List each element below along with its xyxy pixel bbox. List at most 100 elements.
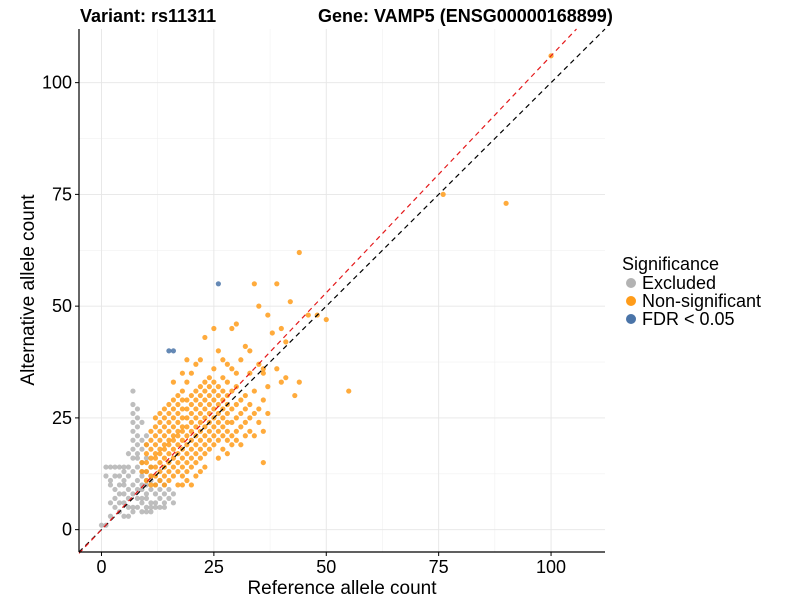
point-non-significant — [157, 477, 163, 484]
point-excluded — [161, 504, 168, 510]
point-excluded — [130, 437, 136, 443]
point-non-significant — [179, 455, 186, 461]
point-non-significant — [247, 415, 253, 421]
point-non-significant — [247, 428, 253, 434]
point-non-significant — [166, 410, 172, 417]
point-non-significant — [152, 433, 159, 439]
chart-title-variant: Variant: rs11311 — [80, 6, 216, 26]
point-excluded — [112, 495, 118, 501]
point-excluded — [148, 504, 154, 510]
point-non-significant — [166, 451, 172, 457]
point-non-significant — [152, 424, 159, 430]
point-non-significant — [184, 477, 190, 484]
point-excluded — [134, 451, 141, 457]
point-non-significant — [215, 348, 221, 354]
point-non-significant — [166, 477, 172, 484]
point-excluded — [152, 500, 159, 506]
x-tick-label: 100 — [536, 557, 566, 577]
point-excluded — [139, 473, 145, 479]
point-excluded — [125, 451, 132, 457]
point-non-significant — [161, 455, 168, 461]
point-non-significant — [229, 325, 235, 332]
point-non-significant — [175, 468, 181, 475]
point-excluded — [121, 491, 127, 497]
point-non-significant — [238, 410, 244, 417]
point-non-significant — [166, 428, 172, 434]
point-non-significant — [440, 191, 446, 197]
point-excluded — [134, 486, 141, 493]
point-non-significant — [211, 424, 217, 430]
legend-label-fdr: FDR < 0.05 — [642, 309, 735, 329]
point-excluded — [107, 464, 114, 470]
point-non-significant — [184, 379, 190, 385]
point-non-significant — [152, 415, 159, 421]
point-excluded — [116, 464, 123, 470]
point-non-significant — [179, 406, 186, 412]
point-non-significant — [170, 455, 177, 461]
point-excluded — [103, 473, 109, 479]
point-non-significant — [256, 419, 262, 425]
point-non-significant — [242, 419, 248, 425]
point-non-significant — [256, 406, 262, 412]
point-non-significant — [233, 321, 239, 327]
point-non-significant — [170, 473, 177, 479]
x-axis-label: Reference allele count — [247, 578, 437, 599]
point-non-significant — [166, 442, 172, 448]
point-non-significant — [242, 433, 248, 439]
point-non-significant — [170, 379, 177, 385]
point-non-significant — [161, 415, 168, 421]
point-non-significant — [211, 442, 217, 448]
point-excluded — [121, 482, 127, 488]
point-non-significant — [265, 312, 271, 318]
point-non-significant — [197, 437, 203, 443]
point-non-significant — [283, 339, 289, 345]
point-non-significant — [193, 451, 199, 457]
point-non-significant — [220, 397, 226, 403]
point-excluded — [125, 513, 132, 519]
point-excluded — [130, 482, 136, 488]
point-excluded — [143, 509, 150, 515]
point-non-significant — [161, 424, 168, 430]
point-non-significant — [188, 370, 194, 376]
point-non-significant — [206, 384, 212, 390]
point-non-significant — [193, 459, 199, 466]
point-non-significant — [287, 299, 293, 305]
point-non-significant — [260, 459, 266, 466]
point-non-significant — [143, 459, 150, 466]
point-non-significant — [179, 473, 186, 479]
point-excluded — [130, 410, 136, 417]
point-non-significant — [202, 397, 208, 403]
point-non-significant — [229, 406, 235, 412]
point-excluded — [112, 464, 118, 470]
reference-line-fitted — [78, 28, 577, 554]
point-non-significant — [233, 384, 239, 390]
point-non-significant — [179, 424, 186, 430]
point-non-significant — [175, 419, 181, 425]
point-non-significant — [188, 464, 194, 470]
point-non-significant — [305, 312, 311, 318]
point-non-significant — [188, 455, 194, 461]
point-non-significant — [175, 482, 181, 488]
point-non-significant — [193, 442, 199, 448]
point-non-significant — [161, 433, 168, 439]
point-non-significant — [152, 464, 159, 470]
point-excluded — [121, 464, 127, 470]
point-non-significant — [197, 384, 203, 390]
point-excluded — [134, 504, 141, 510]
point-excluded — [134, 424, 141, 430]
point-non-significant — [166, 401, 172, 408]
point-non-significant — [152, 442, 159, 448]
point-excluded — [121, 513, 127, 519]
point-non-significant — [269, 330, 275, 336]
point-excluded — [134, 464, 141, 470]
point-non-significant — [161, 406, 168, 412]
point-excluded — [130, 455, 136, 461]
point-excluded — [139, 495, 145, 501]
point-excluded — [130, 446, 136, 452]
point-non-significant — [211, 433, 217, 439]
point-non-significant — [251, 388, 257, 394]
point-non-significant — [152, 482, 159, 488]
point-excluded — [130, 401, 136, 408]
point-non-significant — [215, 419, 221, 425]
